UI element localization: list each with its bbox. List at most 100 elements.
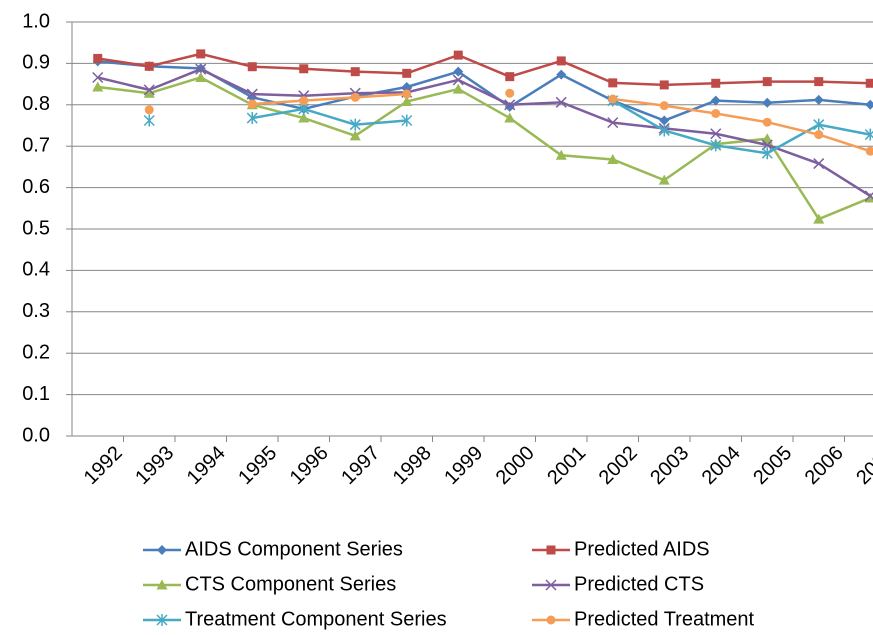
point — [156, 579, 168, 590]
point — [401, 95, 413, 106]
point — [196, 49, 206, 59]
legend-label: Predicted CTS — [574, 573, 704, 595]
point — [864, 190, 873, 202]
point — [143, 114, 155, 127]
point — [710, 95, 721, 106]
x-tick-label: 2001 — [543, 442, 590, 489]
point — [92, 81, 104, 92]
x-tick-label: 1994 — [183, 442, 230, 489]
x-tick-label: 2000 — [492, 442, 539, 489]
point — [299, 96, 309, 106]
y-tick-label: 0.8 — [22, 93, 50, 115]
legend-label: Predicted AIDS — [574, 538, 710, 560]
point — [556, 69, 567, 80]
point — [546, 615, 556, 625]
x-tick-label: 2006 — [801, 442, 848, 489]
point — [92, 71, 104, 84]
point — [298, 112, 310, 123]
point — [865, 78, 873, 88]
y-tick-label: 0.0 — [22, 424, 50, 446]
point — [349, 130, 361, 141]
series-line — [97, 60, 871, 122]
point — [195, 71, 207, 82]
point — [608, 78, 618, 88]
legend-label: AIDS Component Series — [185, 538, 403, 560]
x-tick-label: 1999 — [440, 442, 487, 489]
y-tick-label: 0.3 — [22, 300, 50, 322]
point — [401, 114, 413, 127]
x-tick-label: 1992 — [80, 442, 127, 489]
x-tick-label: 2003 — [646, 442, 693, 489]
point — [761, 139, 773, 151]
x-tick-label: 1996 — [286, 442, 333, 489]
point — [247, 99, 257, 109]
point — [143, 87, 155, 98]
point — [546, 545, 556, 555]
point — [350, 92, 360, 102]
point — [246, 88, 258, 100]
point — [555, 96, 567, 108]
y-tick-label: 0.9 — [22, 52, 50, 74]
legend-label: Predicted Treatment — [574, 608, 755, 630]
y-tick-label: 0.7 — [22, 134, 50, 156]
point — [504, 99, 516, 111]
point — [762, 117, 772, 127]
x-tick-label: 2004 — [698, 442, 745, 489]
point — [504, 112, 516, 123]
legend-label: CTS Component Series — [185, 573, 396, 595]
point — [608, 94, 618, 104]
point — [156, 614, 168, 626]
point — [864, 128, 873, 141]
point — [453, 66, 464, 77]
series-line — [97, 76, 871, 221]
y-tick-label: 0.4 — [22, 259, 50, 281]
point — [452, 83, 464, 94]
point — [659, 80, 669, 90]
x-tick-label: 1995 — [234, 442, 281, 489]
series-line — [252, 99, 871, 155]
x-tick-label: 1993 — [131, 442, 178, 489]
point — [607, 117, 619, 129]
point — [813, 118, 825, 131]
plot-area — [72, 21, 873, 442]
point — [761, 147, 773, 160]
point — [402, 89, 412, 99]
point — [658, 124, 670, 137]
point — [711, 108, 721, 118]
point — [545, 579, 557, 591]
x-tick-label: 2007 — [852, 442, 873, 489]
point — [813, 158, 825, 170]
series-line — [97, 52, 871, 87]
y-tick-label: 0.2 — [22, 341, 50, 363]
legend-label: Treatment Component Series — [185, 608, 447, 630]
point — [762, 77, 772, 87]
point — [144, 61, 154, 71]
point — [814, 77, 824, 87]
y-tick-label: 0.6 — [22, 176, 50, 198]
point — [813, 94, 824, 105]
point — [452, 74, 464, 86]
point — [711, 78, 721, 88]
point — [710, 128, 722, 140]
point — [710, 139, 722, 152]
x-tick-label: 1997 — [337, 442, 384, 489]
point — [658, 174, 670, 185]
point — [350, 67, 360, 77]
point — [607, 153, 619, 164]
point — [865, 99, 873, 110]
legend: AIDS Component Series Predicted AIDS CTS C… — [143, 538, 755, 630]
point — [762, 97, 773, 108]
point — [659, 101, 669, 111]
point — [246, 112, 258, 125]
point — [144, 105, 154, 115]
point — [453, 50, 463, 60]
series-line — [97, 67, 871, 197]
point — [556, 56, 566, 66]
point — [247, 62, 257, 72]
x-tick-label: 2005 — [749, 442, 796, 489]
point — [402, 68, 412, 78]
x-tick-label: 2002 — [595, 442, 642, 489]
point — [299, 64, 309, 74]
point — [761, 133, 773, 144]
